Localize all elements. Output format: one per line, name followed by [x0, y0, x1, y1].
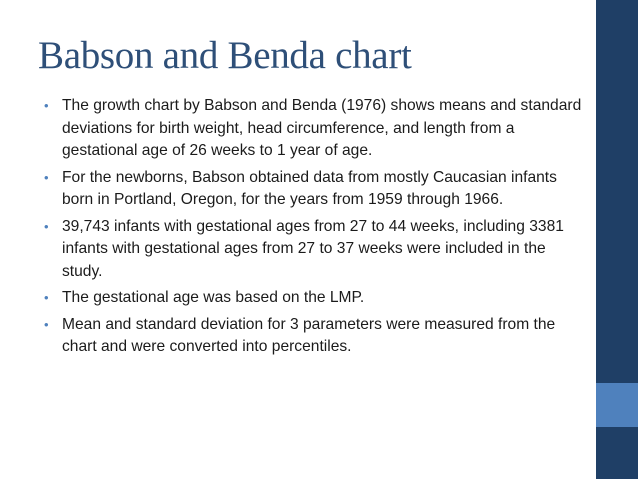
bullet-dot-icon: • — [44, 169, 49, 185]
bullet-dot-icon: • — [44, 290, 49, 305]
bullet-dot-icon: • — [44, 316, 49, 332]
bullet-item: • 39,743 infants with gestational ages f… — [44, 216, 584, 284]
bullet-dot-icon: • — [44, 218, 49, 234]
bullet-item: • The gestational age was based on the L… — [44, 287, 584, 310]
bullet-dot-icon: • — [44, 98, 49, 113]
bullet-text: Mean and standard deviation for 3 parame… — [62, 315, 556, 356]
bullet-item: • The growth chart by Babson and Benda (… — [44, 95, 584, 163]
bullet-item: • For the newborns, Babson obtained data… — [44, 167, 584, 212]
bullet-text: 39,743 infants with gestational ages fro… — [62, 217, 564, 280]
bullet-list: • The growth chart by Babson and Benda (… — [44, 95, 584, 363]
slide-title: Babson and Benda chart — [38, 34, 412, 77]
bullet-text: The gestational age was based on the LMP… — [62, 289, 365, 306]
decorative-sidebar-accent — [596, 383, 638, 427]
bullet-item: • Mean and standard deviation for 3 para… — [44, 314, 584, 359]
bullet-text: For the newborns, Babson obtained data f… — [62, 168, 557, 209]
bullet-text: The growth chart by Babson and Benda (19… — [62, 97, 582, 159]
